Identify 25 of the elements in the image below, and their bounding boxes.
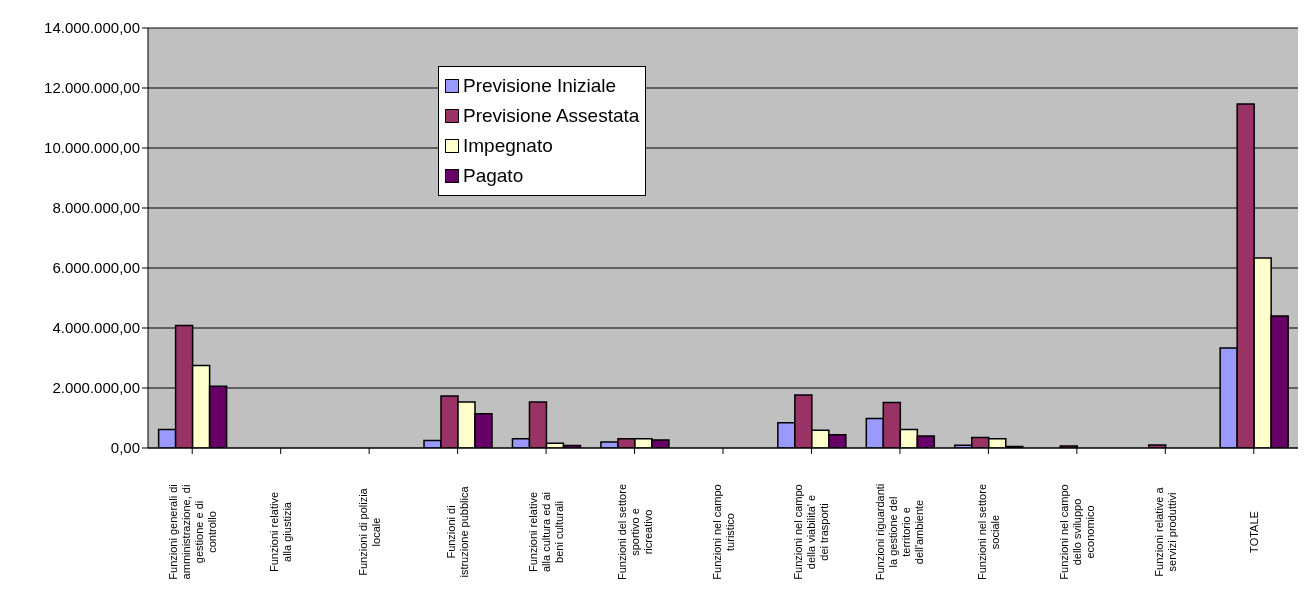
x-tick-label: Funzioni generali di amministrazione, di gestione e di controllo — [166, 484, 218, 580]
y-tick-label: 14.000.000,00 — [44, 19, 140, 37]
x-tick-label: Funzioni nel settore sociale — [975, 484, 1001, 580]
y-tick-label: 4.000.000,00 — [52, 319, 140, 337]
x-tick-label: Funzioni riguardanti la gestione del territorio e dell'ambiente — [874, 483, 926, 581]
x-tick-label: Funzioni di istruzione pubblica — [445, 485, 471, 578]
x-tick-label: Funzioni di polizia locale — [356, 487, 382, 576]
y-tick-label: 6.000.000,00 — [52, 259, 140, 277]
x-tick-label: TOTALE — [1247, 511, 1260, 553]
y-tick-label: 12.000.000,00 — [44, 79, 140, 97]
x-tick-label: Funzioni nel campo dello sviluppo economico — [1057, 484, 1096, 580]
legend-label: Previsione Assestata — [463, 104, 640, 128]
x-tick-label: Funzioni relative alla giustizia — [268, 491, 294, 573]
y-tick-label: 0,00 — [110, 439, 140, 457]
x-tick-label: Funzioni nel campo turistico — [710, 484, 736, 580]
legend-label: Pagato — [463, 164, 524, 188]
x-tick-label: Funzioni del settore sportivo e ricreativo — [615, 484, 654, 580]
legend-label: Previsione Iniziale — [463, 74, 617, 98]
x-tick-label: Funzioni relative alla cultura ed ai beni culturali — [527, 491, 566, 573]
y-tick-label: 10.000.000,00 — [44, 139, 140, 157]
y-tick-label: 2.000.000,00 — [52, 379, 140, 397]
legend-label: Impegnato — [463, 134, 553, 158]
y-tick-label: 8.000.000,00 — [52, 199, 140, 217]
x-tick-label: Funzioni nel campo della viabilita' e dei trasporti — [792, 484, 831, 580]
x-tick-label: Funzioni relative a servizi produttivi — [1152, 486, 1178, 577]
